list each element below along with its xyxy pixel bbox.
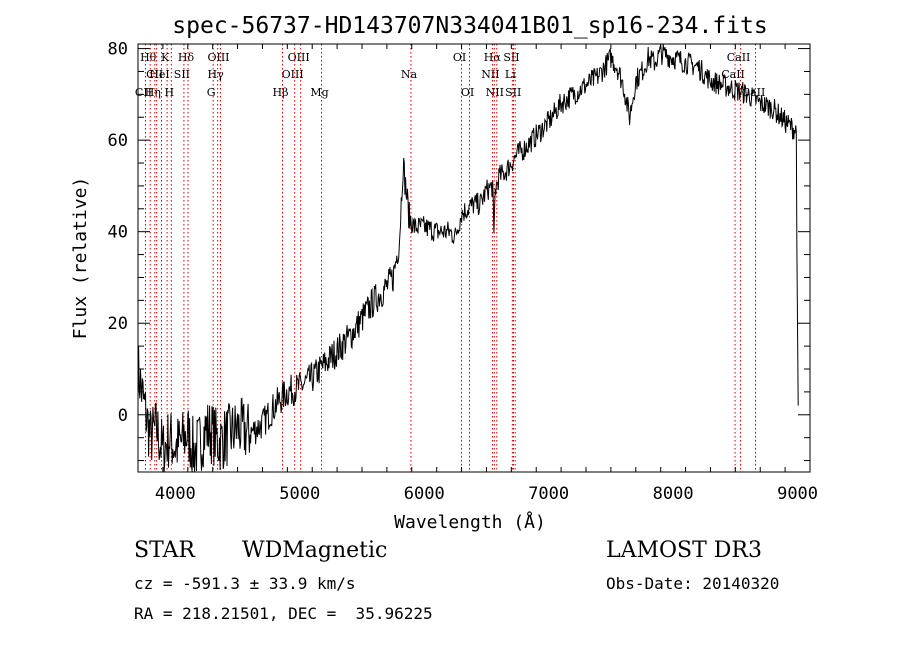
line-marker-label-12: Hγ bbox=[208, 68, 225, 81]
x-tick-label-0: 4000 bbox=[155, 484, 196, 504]
object-class: STAR bbox=[134, 538, 195, 563]
y-tick-label-0: 0 bbox=[118, 406, 128, 426]
line-marker-label-21: G bbox=[207, 86, 216, 99]
line-marker-label-26: SII bbox=[505, 86, 521, 99]
plot-frame bbox=[137, 43, 811, 473]
observation-date: Obs-Date: 20140320 bbox=[606, 574, 780, 593]
coordinates: RA = 218.21501, DEC = 35.96225 bbox=[134, 604, 433, 623]
x-axis: 4000 5000 6000 7000 8000 9000 bbox=[155, 44, 818, 504]
line-marker-label-5: OI bbox=[453, 51, 466, 64]
survey-name: LAMOST DR3 bbox=[606, 538, 762, 563]
line-marker-label-13: OIII bbox=[282, 68, 304, 81]
line-marker-label-23: Mg bbox=[310, 86, 328, 99]
line-marker-label-24: OI bbox=[461, 86, 474, 99]
x-axis-label: Wavelength (Å) bbox=[394, 511, 546, 533]
line-marker-label-3: OIII bbox=[207, 51, 229, 64]
line-marker-label-14: Na bbox=[401, 68, 418, 81]
x-tick-label-5: 9000 bbox=[777, 484, 818, 504]
y-tick-label-3: 60 bbox=[108, 131, 128, 151]
y-tick-label-1: 20 bbox=[108, 314, 128, 334]
line-marker-label-1: K bbox=[161, 51, 170, 64]
line-marker-label-9: CII bbox=[146, 68, 163, 81]
line-marker-label-17: CaII bbox=[721, 68, 745, 81]
line-marker-label-4: OIII bbox=[288, 51, 310, 64]
line-marker-label-15: NII bbox=[481, 68, 499, 81]
y-axis-label: Flux (relative) bbox=[70, 177, 91, 340]
line-marker-label-7: SII bbox=[503, 51, 519, 64]
x-tick-label-1: 5000 bbox=[279, 484, 320, 504]
line-marker-label-22: Hβ bbox=[273, 86, 289, 99]
line-marker-label-18: CII bbox=[135, 86, 152, 99]
line-marker-label-16: Li bbox=[505, 68, 516, 81]
x-tick-label-3: 7000 bbox=[528, 484, 569, 504]
object-subclass: WDMagnetic bbox=[242, 538, 388, 563]
line-marker-label-19: Hη bbox=[145, 86, 161, 99]
line-marker-label-2: Hδ bbox=[178, 51, 195, 64]
line-marker-label-8: CaII bbox=[727, 51, 751, 64]
y-axis: 0 20 40 60 80 bbox=[108, 40, 810, 462]
y-tick-label-2: 40 bbox=[108, 223, 128, 243]
spectrum-series bbox=[137, 43, 799, 473]
line-marker-label-20: H bbox=[165, 86, 175, 99]
line-marker-label-0: Hθ bbox=[140, 51, 157, 64]
y-tick-label-4: 80 bbox=[108, 40, 128, 60]
line-marker-label-25: NII bbox=[486, 86, 504, 99]
x-tick-label-4: 8000 bbox=[653, 484, 694, 504]
spectrum-line bbox=[137, 43, 799, 473]
x-tick-label-2: 6000 bbox=[404, 484, 445, 504]
line-marker-label-11: SII bbox=[174, 68, 190, 81]
redshift-info: cz = -591.3 ± 33.9 km/s bbox=[134, 574, 356, 593]
line-marker-label-10: HeI bbox=[149, 68, 169, 81]
chart-title: spec-56737-HD143707N334041B01_sp16-234.f… bbox=[172, 13, 767, 39]
